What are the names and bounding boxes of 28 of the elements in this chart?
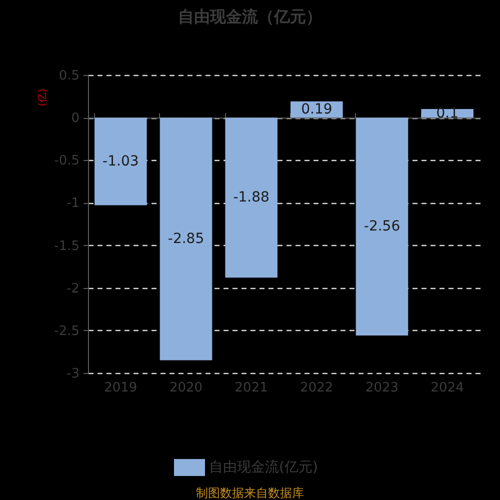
y-tick-label: -2 [66, 281, 80, 296]
legend-label: 自由现金流(亿元) [209, 460, 318, 476]
y-tick-label: -2.5 [54, 324, 80, 339]
x-tick-label: 2019 [104, 380, 138, 396]
y-tick-label: -1 [66, 196, 80, 212]
data-label: -2.56 [364, 218, 400, 235]
y-axis-title: (亿) [38, 88, 48, 106]
y-tick-label: 0 [71, 111, 80, 126]
x-tick-label: 2021 [234, 380, 268, 396]
data-label: 0.1 [436, 105, 458, 122]
data-label: -2.85 [168, 230, 204, 247]
y-tick-label: -0.5 [54, 154, 80, 169]
text: 制图数据来自数据库 [196, 486, 304, 500]
bar [94, 118, 147, 206]
x-tick-label: 2024 [430, 380, 464, 396]
x-tick-label: 2020 [169, 380, 203, 396]
y-tick-label: -3 [66, 366, 80, 382]
y-tick-label: -1.5 [54, 238, 80, 254]
bar [160, 118, 212, 360]
x-tick-label: 2023 [365, 380, 399, 396]
bar [356, 118, 408, 336]
data-label: 0.19 [301, 101, 332, 118]
bar [225, 118, 278, 278]
chart-title: 自由现金流（亿元） [178, 7, 322, 26]
data-label: -1.88 [233, 190, 270, 206]
x-tick-label: 2022 [300, 380, 334, 396]
y-tick-label: 0.5 [58, 68, 80, 84]
data-label: -1.03 [102, 153, 139, 170]
